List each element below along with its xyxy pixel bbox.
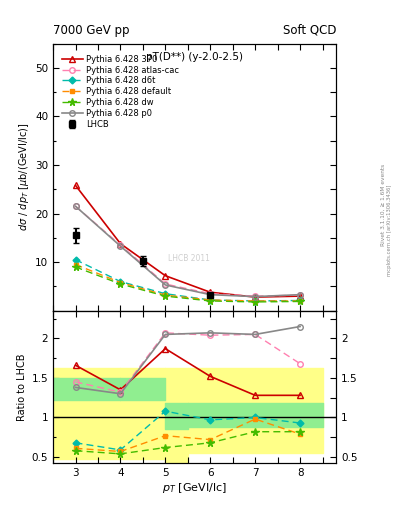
Legend: Pythia 6.428 370, Pythia 6.428 atlas-cac, Pythia 6.428 d6t, Pythia 6.428 default: Pythia 6.428 370, Pythia 6.428 atlas-cac…	[60, 53, 180, 131]
Pythia 6.428 dw	[253, 299, 257, 305]
Pythia 6.428 default	[298, 298, 303, 304]
Pythia 6.428 370	[118, 241, 123, 247]
Pythia 6.428 default	[208, 297, 213, 303]
Pythia 6.428 370	[298, 293, 303, 299]
Pythia 6.428 p0	[73, 203, 78, 209]
Text: 7000 GeV pp: 7000 GeV pp	[53, 24, 130, 37]
X-axis label: $p_{T}$ [GeVI/lc]: $p_{T}$ [GeVI/lc]	[162, 481, 227, 495]
Pythia 6.428 370	[253, 294, 257, 300]
Pythia 6.428 d6t	[163, 291, 168, 297]
Pythia 6.428 p0	[208, 292, 213, 298]
Pythia 6.428 atlas-cac	[208, 291, 213, 297]
Text: LHCB 2011: LHCB 2011	[168, 253, 210, 263]
Pythia 6.428 370	[208, 289, 213, 295]
Pythia 6.428 atlas-cac	[118, 242, 123, 248]
Pythia 6.428 dw	[208, 298, 213, 304]
Line: Pythia 6.428 370: Pythia 6.428 370	[73, 183, 303, 300]
Pythia 6.428 p0	[163, 282, 168, 288]
Pythia 6.428 p0	[118, 243, 123, 249]
Pythia 6.428 default	[73, 262, 78, 268]
Pythia 6.428 p0	[253, 293, 257, 300]
Pythia 6.428 default	[253, 298, 257, 304]
Pythia 6.428 atlas-cac	[163, 281, 168, 287]
Pythia 6.428 default	[118, 280, 123, 286]
Pythia 6.428 dw	[298, 298, 303, 305]
Line: Pythia 6.428 dw: Pythia 6.428 dw	[72, 263, 304, 306]
Line: Pythia 6.428 p0: Pythia 6.428 p0	[73, 203, 303, 300]
Pythia 6.428 d6t	[118, 279, 123, 285]
Pythia 6.428 atlas-cac	[73, 203, 78, 209]
Pythia 6.428 p0	[298, 292, 303, 298]
Text: Rivet 3.1.10, ≥ 1.6M events: Rivet 3.1.10, ≥ 1.6M events	[381, 164, 386, 246]
Pythia 6.428 d6t	[208, 297, 213, 303]
Line: Pythia 6.428 atlas-cac: Pythia 6.428 atlas-cac	[73, 203, 303, 299]
Text: pT(D**) (y-2.0-2.5): pT(D**) (y-2.0-2.5)	[146, 52, 243, 61]
Pythia 6.428 370	[73, 182, 78, 188]
Pythia 6.428 dw	[73, 264, 78, 270]
Text: mcplots.cern.ch [arXiv:1306.3436]: mcplots.cern.ch [arXiv:1306.3436]	[387, 185, 391, 276]
Pythia 6.428 dw	[118, 281, 123, 287]
Pythia 6.428 default	[163, 292, 168, 298]
Line: Pythia 6.428 d6t: Pythia 6.428 d6t	[73, 257, 303, 304]
Pythia 6.428 atlas-cac	[253, 293, 257, 299]
Pythia 6.428 dw	[163, 293, 168, 299]
Line: Pythia 6.428 default: Pythia 6.428 default	[73, 262, 303, 304]
Pythia 6.428 atlas-cac	[298, 292, 303, 298]
Pythia 6.428 370	[163, 273, 168, 279]
Y-axis label: Ratio to LHCB: Ratio to LHCB	[17, 353, 28, 421]
Y-axis label: $d\sigma$ / $dp_T$ [$\mu$b/(GeVI/lc)]: $d\sigma$ / $dp_T$ [$\mu$b/(GeVI/lc)]	[17, 123, 31, 231]
Text: Soft QCD: Soft QCD	[283, 24, 336, 37]
Pythia 6.428 d6t	[253, 298, 257, 304]
Pythia 6.428 d6t	[298, 297, 303, 304]
Pythia 6.428 d6t	[73, 257, 78, 263]
